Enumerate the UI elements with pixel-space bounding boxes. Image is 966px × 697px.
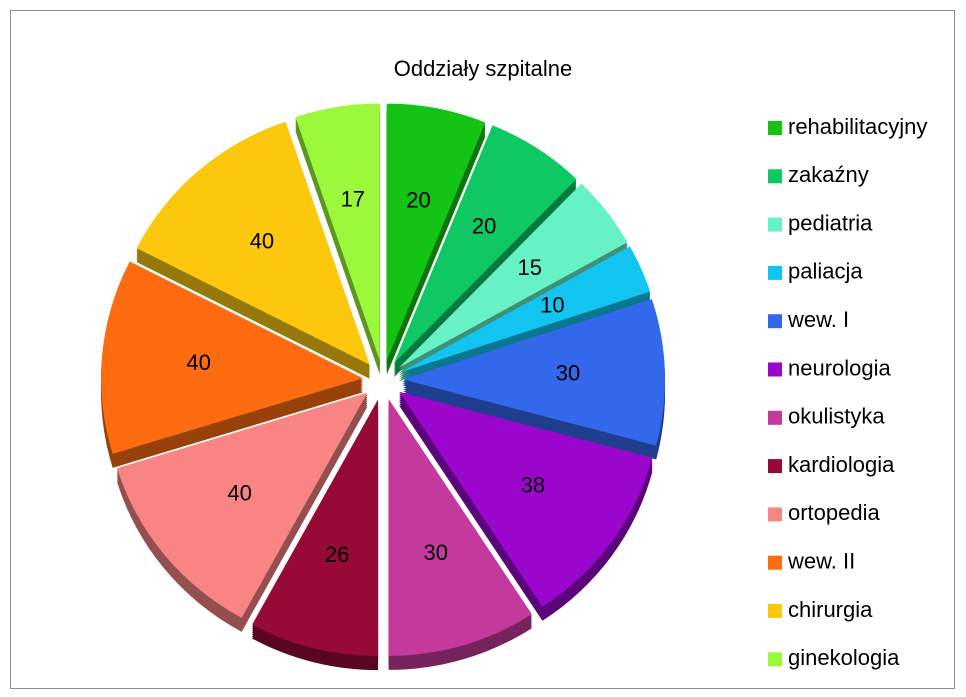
slice	[402, 299, 665, 446]
legend-swatch	[768, 555, 782, 570]
legend-swatch	[768, 604, 782, 618]
data-label: 38	[521, 472, 545, 497]
slice	[393, 125, 577, 364]
legend-label: chirurgia	[788, 597, 873, 622]
data-label: 30	[424, 540, 448, 565]
legend-label: wew. I	[787, 307, 849, 332]
legend-swatch	[768, 652, 782, 667]
slice	[117, 392, 368, 618]
legend-label: kardiologia	[788, 452, 895, 477]
slice	[398, 183, 628, 368]
legend-label: ginekologia	[788, 645, 900, 670]
slice	[252, 399, 379, 657]
data-label: 10	[540, 293, 564, 318]
slice	[388, 399, 532, 656]
legend-label: pediatria	[788, 210, 873, 235]
legend-swatch	[768, 217, 782, 232]
chart-title: Oddziały szpitalne	[394, 56, 573, 81]
slice	[401, 246, 651, 372]
slice	[136, 121, 370, 365]
slice	[101, 261, 364, 454]
pie: 20 20 15 10 30 38 30 26 40 40 40 17	[101, 103, 665, 671]
data-label: 17	[341, 186, 365, 211]
slice	[295, 103, 380, 361]
data-label: 20	[472, 214, 496, 239]
legend-swatch	[768, 459, 782, 474]
legend-swatch	[768, 362, 782, 377]
data-label: 26	[325, 542, 349, 567]
legend-label: wew. II	[787, 549, 855, 574]
data-label: 20	[406, 187, 430, 212]
legend-swatch	[768, 265, 782, 280]
slice	[386, 103, 486, 361]
legend-label: zakaźny	[788, 162, 869, 187]
legend-label: paliacja	[788, 259, 863, 284]
legend-label: ortopedia	[788, 500, 881, 525]
legend: rehabilitacyjny zakaźny pediatria paliacja w…	[768, 114, 927, 670]
legend-swatch	[768, 507, 782, 522]
legend-swatch	[768, 314, 782, 329]
data-label: 15	[517, 255, 541, 280]
legend-label: rehabilitacyjny	[788, 114, 927, 139]
data-label: 30	[556, 361, 580, 386]
data-label: 40	[250, 228, 274, 253]
legend-label: neurologia	[788, 355, 892, 380]
legend-swatch	[768, 121, 782, 135]
legend-swatch	[768, 169, 782, 184]
legend-swatch	[768, 410, 782, 425]
data-label: 40	[186, 350, 210, 375]
data-label: 40	[227, 481, 251, 506]
slice	[399, 391, 653, 607]
legend-label: okulistyka	[788, 404, 885, 429]
